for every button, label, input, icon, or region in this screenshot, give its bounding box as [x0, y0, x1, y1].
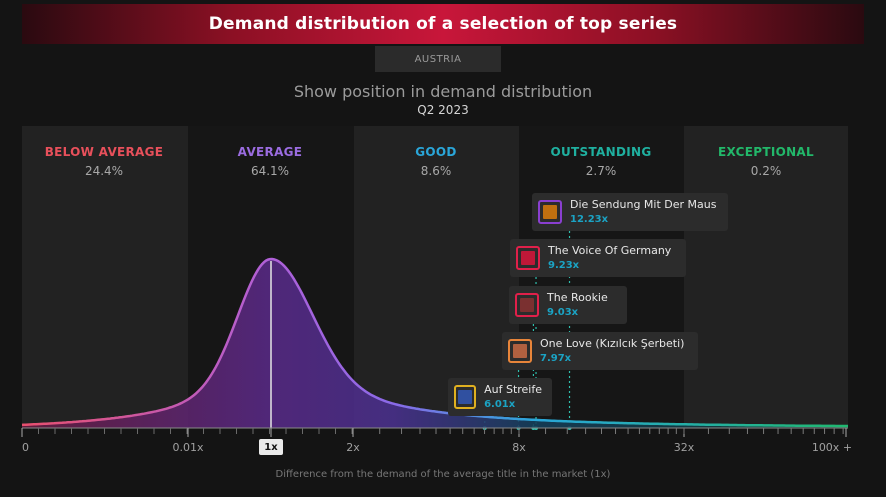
series-title: Die Sendung Mit Der Maus [570, 198, 717, 211]
series-card-die-sendung[interactable]: Die Sendung Mit Der Maus 12.23x [532, 193, 728, 231]
series-title: The Rookie [547, 291, 608, 304]
zone-label-good: GOOD [415, 145, 457, 159]
zone-label-outstanding: OUTSTANDING [550, 145, 652, 159]
zone-background [354, 126, 519, 428]
x-tick-label: 8x [512, 441, 526, 454]
x-axis-title: Difference from the demand of the averag… [275, 469, 611, 480]
zone-pct-good: 8.6% [420, 164, 452, 178]
series-value: 6.01x [484, 399, 516, 410]
series-value: 9.23x [548, 260, 580, 271]
series-card-the-rookie[interactable]: The Rookie 9.03x [509, 286, 627, 324]
country-filter[interactable]: AUSTRIA [375, 46, 501, 72]
series-thumbnail-icon [516, 246, 540, 270]
zone-pct-exceptional: 0.2% [750, 164, 782, 178]
zone-pct-outstanding: 2.7% [585, 164, 617, 178]
distribution-area [22, 259, 848, 428]
series-title: One Love (Kızılcık Şerbeti) [540, 337, 685, 350]
country-filter-label: AUSTRIA [414, 53, 462, 65]
series-value: 7.97x [540, 353, 572, 364]
series-card-one-love[interactable]: One Love (Kızılcık Şerbeti) 7.97x [502, 332, 698, 370]
x-tick-label: 2x [346, 441, 360, 454]
zone-pct-below-average: 24.4% [84, 164, 124, 178]
series-value: 12.23x [570, 214, 609, 225]
zone-background [519, 126, 684, 428]
series-value: 9.03x [547, 307, 579, 318]
series-title: Auf Streife [484, 383, 542, 396]
chart-subtitle: Show position in demand distribution [293, 82, 593, 101]
zone-label-average: AVERAGE [237, 145, 303, 159]
x-tick-label: 0.01x [172, 441, 204, 454]
series-title: The Voice Of Germany [548, 244, 672, 257]
zone-label-exceptional: EXCEPTIONAL [718, 145, 814, 159]
zone-background [22, 126, 188, 428]
zone-background [684, 126, 848, 428]
x-tick-label: 100x + [811, 441, 853, 454]
series-thumbnail-icon [538, 200, 562, 224]
chart-title: Demand distribution of a selection of to… [208, 14, 678, 34]
x-tick-label: 32x [673, 441, 695, 454]
zone-pct-average: 64.1% [250, 164, 290, 178]
zone-label-below-average: BELOW AVERAGE [44, 145, 164, 159]
average-1x-badge: 1x [259, 439, 283, 455]
series-thumbnail-icon [508, 339, 532, 363]
series-card-voice-of-germany[interactable]: The Voice Of Germany 9.23x [510, 239, 686, 277]
distribution-curve [21, 257, 848, 428]
period-label: Q2 2023 [417, 103, 469, 117]
series-thumbnail-icon [454, 385, 477, 409]
x-tick-label: 0 [22, 441, 29, 454]
header-bar: Demand distribution of a selection of to… [22, 4, 864, 44]
series-thumbnail-icon [515, 293, 539, 317]
series-card-auf-streife[interactable]: Auf Streife 6.01x [448, 378, 552, 416]
